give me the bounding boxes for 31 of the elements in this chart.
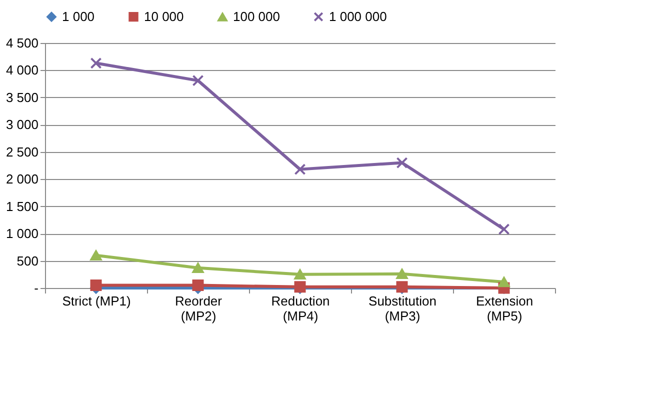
y-tick-label: 1 500 [6,198,38,214]
point [294,164,306,176]
y-tick-label: 4 000 [6,62,38,78]
legend-label: 100 000 [233,9,280,24]
x-tick-label: Substitution (MP3) [368,294,436,324]
y-tick-label: 3 500 [6,90,38,105]
point [396,157,408,169]
x-tick-label: Reduction (MP4) [271,294,330,324]
x-tick-label: Strict (MP1) [62,294,131,308]
point [498,223,510,235]
y-tick-label: 2 000 [6,172,38,187]
x-tick-label: Reorder (MP2) [175,294,223,324]
point [90,250,102,260]
y-tick-label: 1 000 [6,226,38,242]
legend-label: 1 000 000 [329,8,387,24]
y-tick-label: 3 000 [6,117,38,132]
legend-label: 10 000 [144,8,184,24]
point [498,276,510,288]
point [192,74,204,86]
point [294,269,306,280]
point [192,262,204,273]
point [192,280,204,292]
point [90,280,102,292]
y-tick-label: 4 500 [6,36,38,50]
y-tick-label: - [34,280,38,296]
y-tick-label: 2 500 [6,144,38,160]
point [90,57,102,69]
y-tick-label: 500 [16,253,38,268]
legend-label: 1 000 [62,8,95,24]
x-tick-label: Extension (MP5) [476,294,534,324]
point [396,268,408,279]
